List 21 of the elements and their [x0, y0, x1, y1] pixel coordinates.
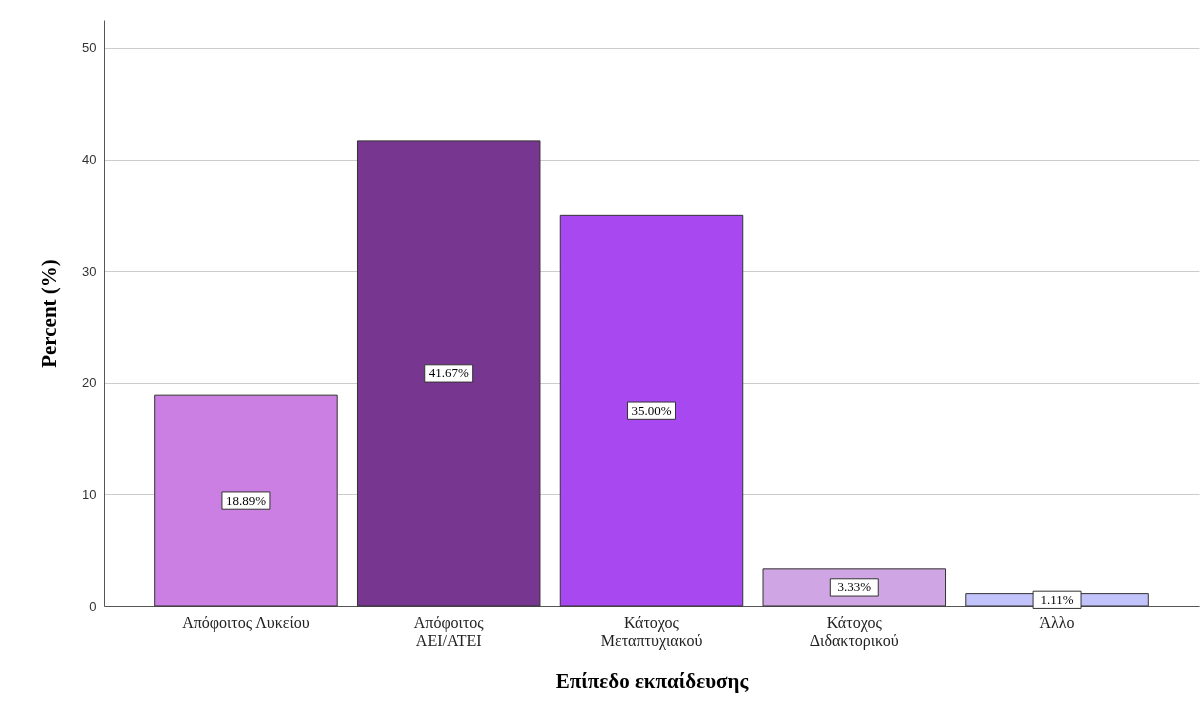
- y-tick-label: 10: [82, 486, 97, 502]
- y-axis-title: Percent (%): [37, 259, 62, 368]
- y-tick-label: 0: [89, 598, 97, 614]
- x-tick-label: Κάτοχος Διδακτορικού: [809, 613, 899, 650]
- y-tick-label: 40: [82, 152, 97, 168]
- x-tick-label: Απόφοιτος Λυκείου: [182, 613, 310, 632]
- x-tick-label: Απόφοιτος ΑΕΙ/ΑΤΕΙ: [413, 613, 485, 649]
- x-axis-title: Επίπεδο εκπαίδευσης: [555, 668, 750, 693]
- bar: [356, 140, 541, 607]
- bar: [154, 394, 338, 607]
- data-label: 35.00%: [631, 402, 672, 418]
- data-label: 3.33%: [837, 579, 872, 595]
- y-tick-label: 30: [82, 263, 97, 279]
- x-tick-label: Άλλο: [1039, 613, 1075, 631]
- x-tick-label: Κάτοχος Μεταπτυχιακού: [600, 613, 703, 650]
- data-label: 1.11%: [1040, 591, 1074, 607]
- y-tick-label: 50: [82, 40, 97, 56]
- data-label: 18.89%: [225, 492, 267, 508]
- y-tick-label: 20: [82, 375, 97, 391]
- data-label: 41.67%: [428, 365, 469, 381]
- bar: [559, 214, 744, 607]
